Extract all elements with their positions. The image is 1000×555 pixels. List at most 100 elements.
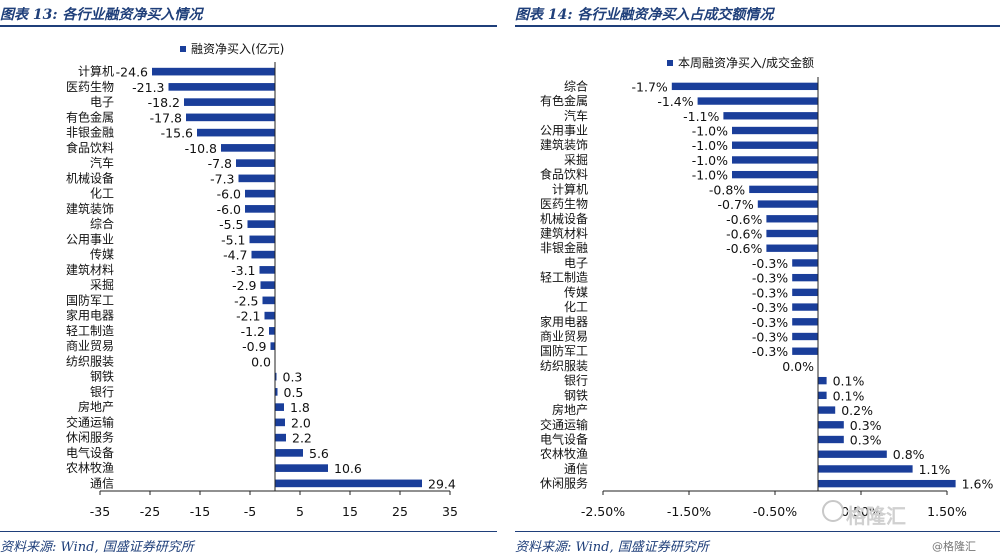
left-source-rule	[0, 531, 497, 532]
left-bar-5	[221, 144, 275, 152]
left-bar-1	[168, 83, 275, 91]
left-bar-16	[264, 311, 275, 320]
right-value-label-22: 0.2%	[841, 403, 873, 418]
left-value-label-24: 2.2	[292, 431, 312, 446]
left-value-label-1: -21.3	[132, 80, 164, 95]
left-category-label-21: 银行	[90, 385, 114, 399]
right-bar-4	[732, 141, 818, 149]
right-category-label-14: 传媒	[564, 284, 588, 299]
right-category-label-0: 综合	[564, 78, 588, 93]
right-category-label-22: 房地产	[552, 402, 588, 417]
left-value-label-6: -7.8	[208, 156, 232, 171]
right-category-label-25: 农林牧渔	[540, 447, 588, 461]
left-bar-6	[236, 159, 275, 167]
right-category-label-21: 钢铁	[564, 388, 588, 402]
left-x-tick-label-6: 25	[392, 504, 408, 519]
right-value-label-17: -0.3%	[752, 330, 788, 345]
left-category-label-12: 传媒	[90, 247, 114, 262]
right-value-label-10: -0.6%	[726, 227, 762, 242]
watermark-text: 格隆汇	[846, 504, 906, 528]
right-value-label-9: -0.6%	[726, 212, 762, 227]
right-category-label-15: 化工	[564, 300, 588, 314]
right-value-label-27: 1.6%	[962, 477, 994, 492]
left-value-label-21: 0.5	[284, 385, 304, 400]
left-x-tick-label-3: -5	[244, 504, 256, 519]
left-bar-9	[245, 205, 275, 213]
left-bar-0	[152, 67, 275, 76]
right-legend-swatch	[667, 60, 673, 66]
right-bar-24	[818, 435, 844, 444]
right-bar-7	[749, 185, 818, 194]
right-bar-16	[792, 318, 818, 326]
right-value-label-20: 0.1%	[833, 374, 865, 389]
right-bar-12	[792, 259, 818, 267]
left-bar-7	[238, 174, 275, 183]
right-category-label-19: 纺织服装	[540, 359, 588, 373]
right-value-label-6: -1.0%	[692, 168, 728, 183]
right-category-label-26: 通信	[564, 462, 588, 476]
right-value-label-12: -0.3%	[752, 256, 788, 271]
right-bar-1	[697, 97, 818, 105]
left-category-label-14: 采掘	[90, 277, 114, 292]
left-x-tick-label-1: -25	[140, 504, 160, 519]
left-bar-26	[275, 464, 328, 472]
wechat-logo-icon	[822, 500, 844, 522]
right-bar-10	[766, 229, 818, 238]
right-bar-3	[732, 126, 818, 135]
left-legend-swatch	[180, 46, 186, 52]
left-category-label-15: 国防军工	[66, 292, 114, 307]
left-bar-11	[249, 235, 275, 244]
right-category-label-18: 国防军工	[540, 343, 588, 358]
left-bar-3	[186, 113, 275, 122]
left-category-label-7: 机械设备	[66, 170, 114, 185]
right-bar-15	[792, 303, 818, 311]
left-value-label-20: 0.3	[283, 370, 303, 385]
left-bar-25	[275, 449, 303, 457]
left-bar-15	[262, 296, 275, 305]
right-value-label-8: -0.7%	[718, 197, 754, 212]
left-value-label-22: 1.8	[290, 400, 310, 415]
left-value-label-12: -4.7	[223, 248, 247, 263]
right-bar-11	[766, 244, 818, 252]
right-bar-0	[671, 82, 818, 91]
left-category-label-17: 轻工制造	[66, 324, 114, 338]
left-value-label-4: -15.6	[161, 126, 193, 141]
right-value-label-23: 0.3%	[850, 418, 882, 433]
right-bar-18	[792, 347, 818, 355]
right-value-label-1: -1.4%	[657, 94, 693, 109]
right-value-label-11: -0.6%	[726, 241, 762, 256]
left-bar-4	[197, 128, 275, 137]
left-value-label-2: -18.2	[148, 95, 180, 110]
right-category-label-9: 机械设备	[540, 211, 588, 226]
left-bar-22	[275, 403, 284, 411]
left-bar-14	[260, 281, 275, 289]
left-legend: 融资净买入(亿元)	[180, 41, 284, 56]
right-category-label-20: 银行	[564, 374, 588, 388]
right-value-label-7: -0.8%	[709, 182, 745, 197]
right-bar-5	[732, 156, 818, 164]
left-category-label-24: 休闲服务	[66, 430, 114, 445]
right-bar-2	[723, 112, 818, 120]
left-legend-label: 融资净买入(亿元)	[191, 41, 284, 56]
right-category-label-27: 休闲服务	[540, 476, 588, 491]
right-value-label-18: -0.3%	[752, 344, 788, 359]
right-value-label-16: -0.3%	[752, 315, 788, 330]
right-value-label-14: -0.3%	[752, 285, 788, 300]
right-bar-13	[792, 273, 818, 282]
left-bar-17	[269, 327, 275, 335]
right-category-label-13: 轻工制造	[540, 271, 588, 285]
right-bar-17	[792, 332, 818, 341]
right-category-label-7: 计算机	[552, 181, 588, 196]
left-value-label-9: -6.0	[217, 202, 241, 217]
left-value-label-17: -1.2	[241, 324, 265, 339]
left-value-label-0: -24.6	[116, 65, 148, 80]
right-category-label-6: 食品饮料	[540, 167, 588, 182]
left-x-tick-label-7: 35	[442, 504, 458, 519]
left-value-label-16: -2.1	[236, 309, 260, 324]
left-category-label-13: 建筑材料	[66, 262, 114, 277]
right-bar-20	[818, 376, 827, 385]
right-bar-25	[818, 450, 887, 458]
left-value-label-15: -2.5	[234, 293, 258, 308]
right-bar-23	[818, 421, 844, 429]
